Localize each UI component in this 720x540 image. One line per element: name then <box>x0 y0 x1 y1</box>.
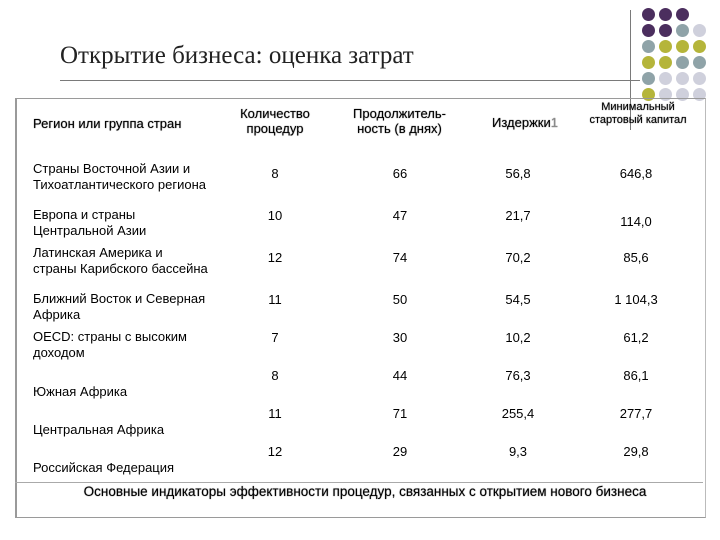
table-cell-capital: 1 104,3 <box>614 292 658 307</box>
decorative-vertical-line <box>630 10 631 130</box>
table-cell-capital: 29,8 <box>623 444 649 459</box>
decorative-dot <box>693 88 706 101</box>
table-cell-region: Российская Федерация <box>33 460 175 475</box>
header-capital: Минимальный стартовый капитал <box>589 101 687 126</box>
decorative-dot <box>659 8 672 21</box>
decorative-dot <box>642 88 655 101</box>
decorative-dot <box>659 88 672 101</box>
decorative-dot <box>693 24 706 37</box>
table-cell-capital: 86,1 <box>623 368 649 383</box>
table-cell-region: Европа и страны Центральной Азии <box>33 207 147 238</box>
decorative-dot <box>693 56 706 69</box>
table-cell-capital: 114,0 <box>620 214 652 229</box>
decorative-horizontal-line <box>60 80 640 81</box>
decorative-dot <box>693 40 706 53</box>
decorative-dot <box>659 72 672 85</box>
table-cell-costs: 56,8 <box>505 166 531 181</box>
table-cell-procedures: 8 <box>271 368 279 383</box>
table-cell-procedures: 7 <box>271 330 279 345</box>
table-cell-costs: 54,5 <box>505 292 531 307</box>
table-cell-procedures: 11 <box>268 292 282 307</box>
table-cell-capital: 85,6 <box>623 250 649 265</box>
table-cell-duration: 30 <box>392 330 408 345</box>
table-cell-procedures: 11 <box>268 406 282 421</box>
table-cell-duration: 47 <box>392 208 408 223</box>
table-cell-costs: 255,4 <box>501 406 535 421</box>
caption-divider <box>15 482 703 483</box>
table-cell-procedures: 10 <box>267 208 283 223</box>
decorative-dot <box>642 8 655 21</box>
table-frame <box>15 98 706 518</box>
decorative-dot <box>693 72 706 85</box>
decorative-dot <box>642 72 655 85</box>
decorative-dot <box>659 24 672 37</box>
decorative-dot <box>642 24 655 37</box>
table-cell-region: OECD: страны с высоким доходом <box>33 329 187 360</box>
table-caption: Основные индикаторы эффективности процед… <box>83 484 647 499</box>
decorative-dots <box>638 8 720 104</box>
decorative-dot <box>642 56 655 69</box>
table-cell-region: Страны Восточной Азии и Тихоатлантическо… <box>33 161 207 192</box>
decorative-dot <box>642 40 655 53</box>
table-cell-capital: 277,7 <box>619 406 653 421</box>
decorative-dot <box>676 40 689 53</box>
table-cell-costs: 70,2 <box>505 250 531 265</box>
table-cell-duration: 66 <box>392 166 408 181</box>
header-costs-footnote-mark: 1 <box>550 115 558 130</box>
header-costs: Издержки1 <box>475 115 575 130</box>
table-cell-procedures: 12 <box>267 444 283 459</box>
table-cell-region: Ближний Восток и Северная Африка <box>33 291 206 322</box>
page-title: Открытие бизнеса: оценка затрат <box>60 42 414 69</box>
header-costs-label: Издержки <box>492 115 551 130</box>
decorative-dot <box>659 56 672 69</box>
table-cell-region: Южная Африка <box>33 384 128 399</box>
table-cell-procedures: 12 <box>267 250 283 265</box>
table-cell-duration: 44 <box>392 368 408 383</box>
table-cell-duration: 50 <box>392 292 408 307</box>
table-cell-capital: 61,2 <box>623 330 649 345</box>
decorative-dot <box>676 72 689 85</box>
table-cell-procedures: 8 <box>271 166 279 181</box>
table-cell-capital: 646,8 <box>619 166 653 181</box>
table-cell-costs: 10,2 <box>505 330 531 345</box>
decorative-dot <box>659 40 672 53</box>
table-cell-costs: 76,3 <box>505 368 531 383</box>
table-cell-costs: 9,3 <box>508 444 528 459</box>
decorative-dot <box>676 56 689 69</box>
decorative-dot <box>676 8 689 21</box>
header-duration: Продолжитель-ность (в днях) <box>353 106 446 136</box>
table-cell-duration: 74 <box>392 250 408 265</box>
decorative-dot <box>676 24 689 37</box>
table-cell-region: Центральная Африка <box>33 422 165 437</box>
table-cell-region: Латинская Америка и страны Карибского ба… <box>33 245 208 276</box>
decorative-dot <box>676 88 689 101</box>
table-cell-costs: 21,7 <box>505 208 531 223</box>
header-region: Регион или группа стран <box>33 116 182 131</box>
table-cell-duration: 71 <box>392 406 408 421</box>
table-cell-duration: 29 <box>392 444 408 459</box>
header-procedures: Количество процедур <box>240 106 310 136</box>
